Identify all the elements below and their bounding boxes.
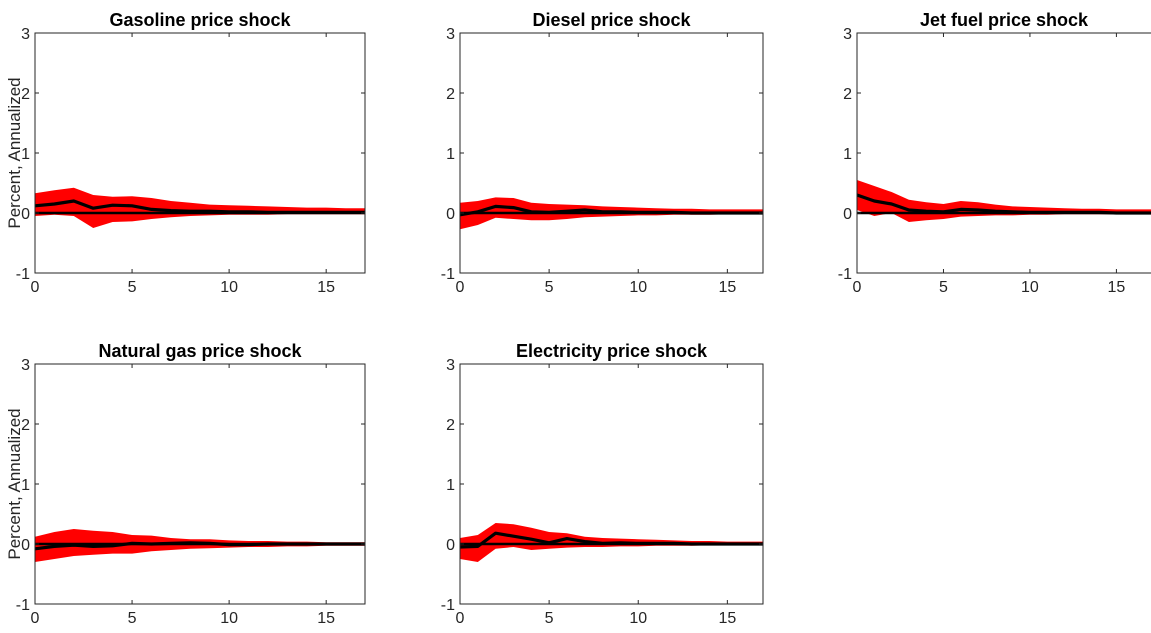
x-tick-label: 0 <box>853 279 862 296</box>
x-tick-label: 5 <box>545 279 554 296</box>
x-tick-label: 15 <box>718 279 736 296</box>
axes-frame <box>34 363 366 605</box>
x-tick-label: 15 <box>1108 279 1126 296</box>
panel-title: Electricity price shock <box>516 341 708 361</box>
x-tick-label: 10 <box>1021 279 1039 296</box>
median-response-line <box>459 204 763 217</box>
axes-frame <box>856 32 1151 274</box>
y-tick-label: 0 <box>446 537 455 554</box>
y-tick-label: 1 <box>446 146 455 163</box>
y-tick-label: 1 <box>843 146 852 163</box>
x-tick-label: 0 <box>456 610 465 627</box>
y-tick-label: 0 <box>843 206 852 223</box>
y-tick-label: 3 <box>21 357 30 374</box>
x-tick-label: 15 <box>317 610 335 627</box>
y-tick-label: -1 <box>441 597 455 614</box>
y-tick-label: 0 <box>21 537 30 554</box>
x-tick-label: 10 <box>220 610 238 627</box>
y-tick-label: 2 <box>446 417 455 434</box>
x-tick-label: 10 <box>629 279 647 296</box>
y-tick-label: 1 <box>446 477 455 494</box>
x-tick-label: 10 <box>629 610 647 627</box>
y-tick-label: 3 <box>21 26 30 43</box>
x-tick-label: 0 <box>31 610 40 627</box>
y-axis-label: Percent, Annualized <box>5 77 24 228</box>
confidence-band <box>35 529 365 562</box>
y-tick-label: 2 <box>446 86 455 103</box>
axes-frame <box>459 363 764 605</box>
x-tick-label: 10 <box>220 279 238 296</box>
x-tick-label: 0 <box>31 279 40 296</box>
axes-frame <box>34 32 366 274</box>
panel-title: Natural gas price shock <box>98 341 302 361</box>
x-tick-label: 5 <box>939 279 948 296</box>
panel-title: Diesel price shock <box>532 10 691 30</box>
y-tick-label: 0 <box>446 206 455 223</box>
y-tick-label: 0 <box>21 206 30 223</box>
x-tick-label: 5 <box>128 610 137 627</box>
y-tick-label: -1 <box>16 597 30 614</box>
x-tick-label: 0 <box>456 279 465 296</box>
y-tick-label: 1 <box>21 146 30 163</box>
panel-title: Jet fuel price shock <box>920 10 1089 30</box>
y-tick-label: 3 <box>446 26 455 43</box>
y-tick-label: 2 <box>843 86 852 103</box>
x-tick-label: 15 <box>718 610 736 627</box>
y-tick-label: -1 <box>838 266 852 283</box>
x-tick-label: 15 <box>317 279 335 296</box>
panel-title: Gasoline price shock <box>109 10 291 30</box>
median-response-line <box>34 541 365 551</box>
confidence-band <box>35 187 365 228</box>
y-tick-label: -1 <box>16 266 30 283</box>
y-tick-label: 2 <box>21 86 30 103</box>
x-tick-label: 5 <box>545 610 554 627</box>
y-tick-label: 2 <box>21 417 30 434</box>
axes-frame <box>459 32 764 274</box>
y-axis-label: Percent, Annualized <box>5 408 24 559</box>
y-tick-label: 3 <box>843 26 852 43</box>
x-tick-label: 5 <box>128 279 137 296</box>
y-tick-label: 1 <box>21 477 30 494</box>
y-tick-label: -1 <box>441 266 455 283</box>
confidence-band <box>857 180 1151 222</box>
median-response-line <box>459 531 763 549</box>
y-tick-label: 3 <box>446 357 455 374</box>
median-response-line <box>34 199 365 214</box>
median-response-line <box>856 193 1151 215</box>
